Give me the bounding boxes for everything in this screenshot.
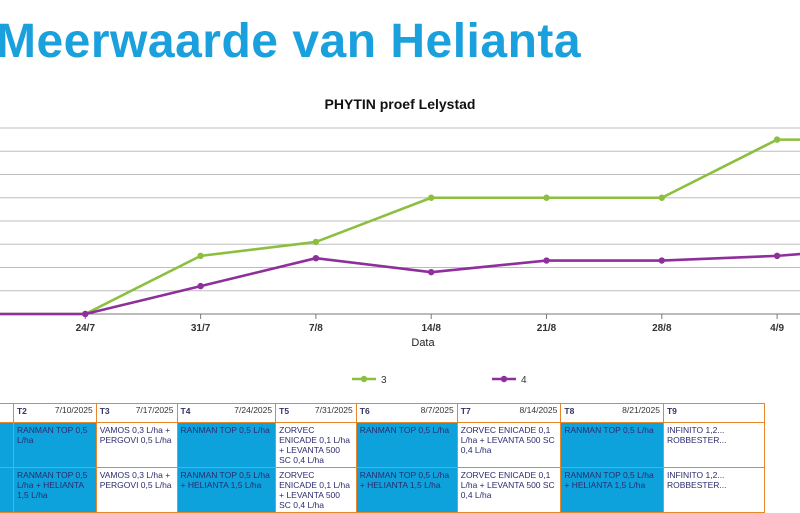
legend-marker	[360, 375, 368, 383]
treatment-code: T4	[180, 406, 191, 416]
data-point	[543, 194, 550, 201]
data-point	[543, 257, 550, 264]
schedule-header-cell: T5 7/31/2025	[275, 403, 357, 423]
x-axis-ticks: 24/7 31/7 7/8 14/8 21/8 28/8 4/9	[76, 314, 784, 334]
schedule-product-cell: ZORVEC ENICADE 0,1 L/ha + LEVANTA 500 SC…	[456, 467, 562, 513]
data-point	[773, 252, 781, 260]
schedule-row-treatment-4: ...5RANMAN TOP 0,5 L/ha + HELIANTA 1,5 L…	[0, 467, 766, 513]
schedule-product-cell: RANMAN TOP 0,5 L/ha + HELIANTA 1,5 L/ha	[355, 467, 458, 513]
treatment-date: 8/14/2025	[519, 405, 558, 415]
series-line	[0, 252, 800, 316]
treatment-code: T7	[460, 406, 471, 416]
chart-series	[0, 136, 800, 318]
schedule-product-cell: RANMAN TOP 0,5 L/ha	[176, 422, 277, 468]
x-tick-label: 4/9	[770, 323, 784, 334]
legend-marker	[500, 375, 508, 383]
x-tick-label: 31/7	[191, 323, 211, 334]
line-chart: PHYTIN proef Lelystad 24/7 31/7 7/8 14/8 21/…	[0, 96, 800, 386]
schedule-product-cell: ZORVEC ENICADE 0,1 L/ha + LEVANTA 500 SC…	[456, 422, 562, 468]
x-tick-label: 7/8	[309, 323, 323, 334]
treatment-date: 8/7/2025	[420, 405, 454, 415]
treatment-code: T2	[16, 406, 27, 416]
treatment-code: T9	[666, 406, 677, 416]
data-point	[82, 310, 89, 318]
spray-schedule: 7/3/2025 T2 7/10/2025 T3 7/17/2025 T4 7/24/202…	[0, 403, 800, 513]
schedule-header-cell: T6 8/7/2025	[355, 403, 458, 423]
series-line	[0, 138, 800, 316]
chart-title: PHYTIN proef Lelystad	[325, 96, 476, 112]
schedule-product-cell: RANMAN TOP 0,5 L/ha	[12, 422, 97, 468]
treatment-date: 7/10/2025	[54, 405, 93, 415]
schedule-header-cell: T2 7/10/2025	[12, 403, 97, 423]
data-point	[312, 255, 320, 262]
treatment-code: T5	[279, 406, 290, 416]
treatment-date: 7/24/2025	[234, 405, 273, 415]
x-tick-label: 14/8	[421, 323, 441, 334]
data-point	[773, 136, 781, 143]
schedule-product-cell: RANMAN TOP 0,5 L/ha + HELIANTA 1,5 L/ha	[560, 467, 664, 513]
schedule-header-cell: T7 8/14/2025	[456, 403, 562, 423]
schedule-product-cell: ZORVEC ENICADE 0,1 L/ha + LEVANTA 500 SC…	[275, 422, 357, 468]
schedule-product-cell: INFINITO 1,2... ROBBESTER...	[662, 422, 766, 468]
data-point	[312, 238, 320, 246]
schedule-product-cell: ...5	[0, 467, 14, 513]
data-point	[197, 282, 204, 290]
schedule-product-cell: ...5	[0, 422, 14, 468]
schedule-product-cell: VAMOS 0,3 L/ha + PERGOVI 0,5 L/ha	[95, 422, 178, 468]
schedule-header-cell: T3 7/17/2025	[95, 403, 178, 423]
treatment-date: 7/3/2025	[0, 405, 10, 406]
schedule-product-cell: RANMAN TOP 0,5 L/ha	[355, 422, 458, 468]
x-tick-label: 24/7	[76, 323, 96, 334]
treatment-date: 7/17/2025	[135, 405, 174, 415]
treatment-date: 7/31/2025	[314, 405, 353, 415]
data-point	[197, 252, 204, 260]
legend-label: 3	[381, 375, 387, 386]
chart-gridlines	[0, 127, 800, 315]
schedule-product-cell: RANMAN TOP 0,5 L/ha + HELIANTA 1,5 L/ha	[12, 467, 97, 513]
schedule-header-cell: T9	[662, 403, 766, 423]
treatment-code: T8	[564, 406, 575, 416]
schedule-product-cell: ZORVEC ENICADE 0,1 L/ha + LEVANTA 500 SC…	[275, 467, 357, 513]
treatment-date: 8/21/2025	[622, 405, 660, 415]
x-tick-label: 28/8	[652, 323, 672, 334]
x-axis-label: Data	[411, 337, 435, 349]
data-point	[658, 194, 665, 201]
schedule-product-cell: RANMAN TOP 0,5 L/ha	[560, 422, 664, 468]
page-title: Meerwaarde van Helianta	[0, 15, 582, 68]
schedule-product-cell: VAMOS 0,3 L/ha + PERGOVI 0,5 L/ha	[95, 467, 178, 513]
x-tick-label: 21/8	[537, 323, 557, 334]
data-point	[658, 257, 665, 264]
treatment-code: T6	[359, 406, 370, 416]
schedule-header-cell: T4 7/24/2025	[176, 403, 277, 423]
schedule-product-cell: INFINITO 1,2... ROBBESTER...	[662, 467, 766, 513]
schedule-header-cell: 7/3/2025	[0, 403, 14, 423]
data-point	[428, 194, 435, 201]
treatment-code: T3	[99, 406, 110, 416]
schedule-header-cell: T8 8/21/2025	[560, 403, 664, 423]
schedule-product-cell: RANMAN TOP 0,5 L/ha + HELIANTA 1,5 L/ha	[176, 467, 277, 513]
legend-label: 4	[521, 375, 527, 386]
schedule-header-row: 7/3/2025 T2 7/10/2025 T3 7/17/2025 T4 7/24/202…	[0, 403, 766, 423]
data-point	[428, 268, 435, 276]
